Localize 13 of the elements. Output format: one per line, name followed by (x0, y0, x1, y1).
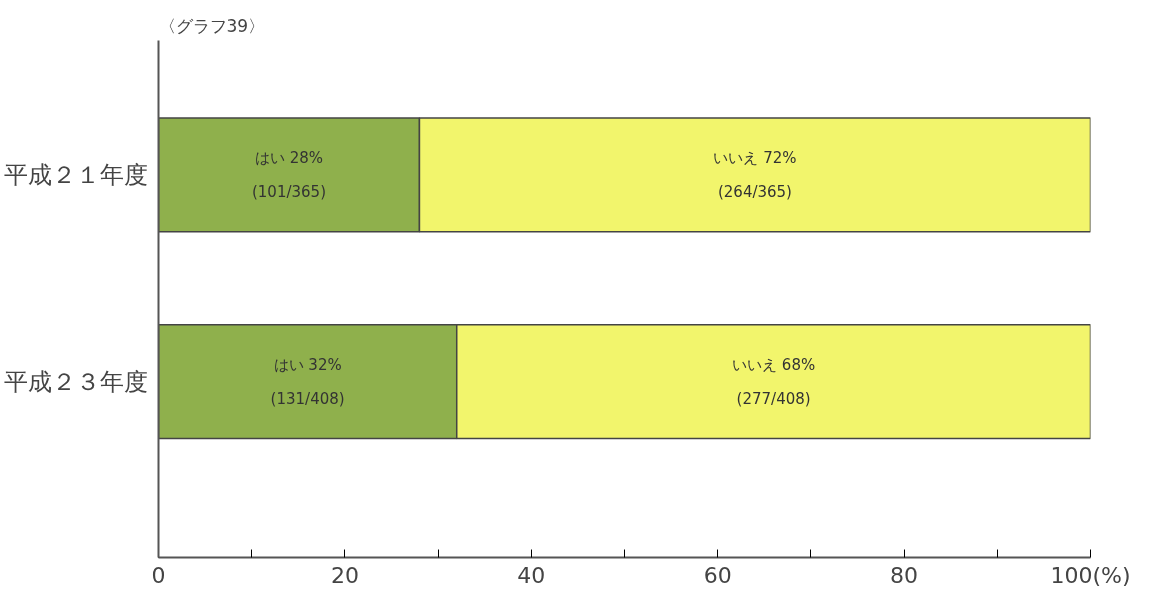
x-tick-label: 100(%) (1050, 562, 1131, 588)
y-tick-label: 平成２３年度 (3, 367, 148, 396)
x-tick-label: 60 (703, 562, 732, 588)
chart-title: 〈グラフ39〉 (158, 15, 266, 36)
x-tick-label: 80 (890, 562, 919, 588)
x-tick-label: 0 (151, 562, 166, 588)
data-label: はい 32% (131/408) (270, 355, 345, 408)
y-tick-label: 平成２１年度 (3, 160, 148, 189)
x-tick-label: 20 (330, 562, 359, 588)
x-tick-label: 40 (517, 562, 546, 588)
data-label: はい 28% (101/365) (251, 148, 326, 202)
data-label: いいえ 72% (264/365) (713, 148, 797, 202)
data-label: いいえ 68% (277/408) (732, 355, 816, 408)
